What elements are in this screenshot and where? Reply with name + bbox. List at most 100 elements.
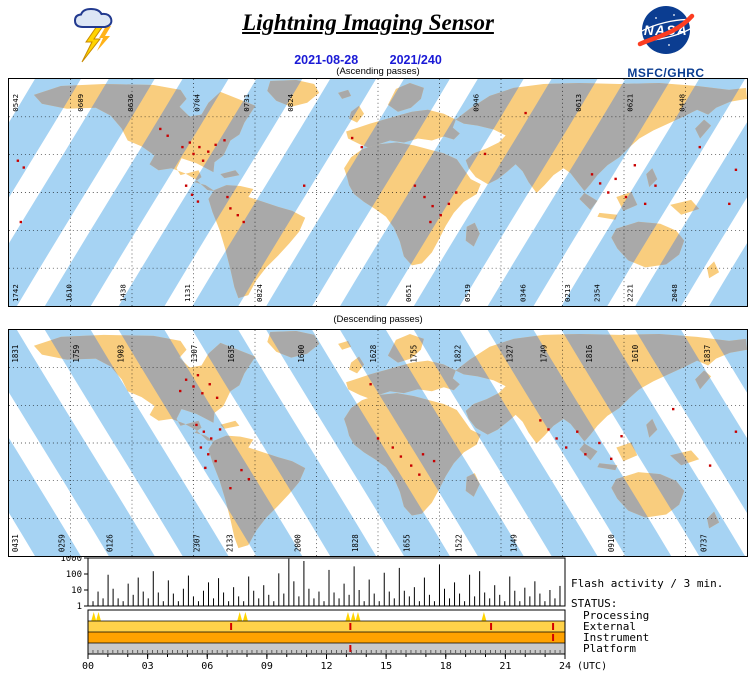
svg-text:1610: 1610 [65,284,74,302]
svg-text:1828: 1828 [351,534,360,552]
svg-text:0126: 0126 [105,534,114,552]
svg-text:0609: 0609 [76,94,85,112]
svg-text:00: 00 [82,661,94,672]
orbit-time-labels-bottom: 1742 1610 1438 1131 0824 0651 0519 0346 0213 2354… [11,284,679,302]
svg-text:1327: 1327 [505,345,514,363]
svg-text:2221: 2221 [626,284,635,302]
svg-text:2048: 2048 [670,284,679,302]
status-row-label-platform: Platform [583,642,636,655]
svg-text:2133: 2133 [226,534,235,552]
svg-text:2354: 2354 [592,284,601,302]
svg-text:21: 21 [499,661,511,672]
svg-text:0910: 0910 [607,534,616,552]
svg-text:0824: 0824 [286,93,295,111]
svg-text:1822: 1822 [454,345,463,363]
svg-text:0946: 0946 [471,94,480,112]
nasa-red-swoosh [637,13,695,47]
flash-plot-frame [87,557,566,607]
svg-text:(UTC): (UTC) [577,661,607,672]
ascending-passes-label: (Ascending passes) [336,66,420,77]
graticule-grid [9,330,747,556]
svg-text:03: 03 [142,661,154,672]
svg-text:1655: 1655 [403,534,412,552]
svg-text:1610: 1610 [631,345,640,363]
svg-text:1837: 1837 [703,345,712,363]
graticule-grid [9,79,747,306]
msfc-ghrc-label: MSFC/GHRC [627,66,705,80]
svg-text:0621: 0621 [626,94,635,112]
svg-text:1522: 1522 [454,534,463,552]
nasa-orbit-ellipse [635,18,697,42]
svg-text:1831: 1831 [11,345,20,363]
svg-text:0651: 0651 [404,284,413,302]
svg-text:1749: 1749 [539,345,548,363]
svg-text:06: 06 [201,661,213,672]
svg-text:18: 18 [440,661,452,672]
svg-text:1759: 1759 [72,345,81,363]
svg-text:1438: 1438 [119,284,128,302]
y-axis-ticks: 1 10 100 1000 [60,556,88,612]
svg-text:1131: 1131 [183,284,192,302]
svg-text:0448: 0448 [677,94,686,112]
svg-text:0213: 0213 [563,284,572,302]
svg-text:24: 24 [559,661,571,672]
status-row-label-instrument: Instrument [583,631,650,644]
x-axis: 00 03 06 09 12 15 18 21 24 (UTC) [82,654,607,672]
nasa-meatball-circle [642,6,690,54]
cloud-icon [73,7,113,28]
svg-text:1628: 1628 [369,345,378,363]
status-bars [87,609,566,655]
flash-activity-chart: 1 10 100 1000 00 03 06 09 12 15 18 21 24 (UTC) [60,556,607,672]
lightning-bolt-icon [81,25,104,63]
status-heading: STATUS: [571,597,618,610]
svg-text:0259: 0259 [57,534,66,552]
svg-text:0431: 0431 [11,534,20,552]
svg-text:12: 12 [320,661,332,672]
svg-text:09: 09 [261,661,273,672]
svg-text:0519: 0519 [463,284,472,302]
orbit-swaths-land [9,330,747,556]
svg-text:0824: 0824 [255,284,264,302]
nasa-logo-block: NASA MSFC/GHRC [622,4,710,80]
svg-text:2000: 2000 [293,534,302,552]
date-row: 2021-08-28 2021/240 [118,53,618,67]
svg-text:0613: 0613 [574,94,583,112]
status-row-label-processing: Processing [583,609,650,622]
svg-text:100: 100 [66,570,82,580]
svg-text:1742: 1742 [11,284,20,302]
svg-text:1635: 1635 [227,345,236,363]
svg-text:0636: 0636 [126,94,135,112]
status-row-label-external: External [583,620,636,633]
small-lightning-bolt-icon [97,26,111,51]
storm-cloud-lightning-icon [70,6,122,71]
svg-text:1349: 1349 [510,534,519,552]
orbit-time-labels-bottom: 0431 0259 0126 2307 2133 2000 1828 1655 1522 1349… [11,534,709,552]
orbit-time-labels-top: 1831 1759 1903 1307 1635 1600 1628 1755 1822 1327… [11,345,712,363]
flash-activity-label: Flash activity / 3 min. [571,577,724,590]
date-doy: 2021/240 [389,53,442,67]
svg-text:0731: 0731 [242,94,251,112]
svg-text:0542: 0542 [11,94,20,112]
svg-text:1903: 1903 [116,345,125,363]
flash-activity-bars [87,558,566,606]
page-title: Lightning Imaging Sensor [242,10,494,35]
svg-text:0737: 0737 [699,534,708,552]
svg-text:10: 10 [71,586,82,596]
date-iso: 2021-08-28 [294,53,359,67]
orbit-swaths-land [9,79,747,306]
descending-pass-map: 1831 1759 1903 1307 1635 1600 1628 1755 1822 1327… [8,329,748,557]
lightning-flash-points [179,374,738,490]
svg-text:0704: 0704 [192,93,201,111]
svg-text:1307: 1307 [190,345,199,363]
svg-text:1755: 1755 [409,345,418,363]
ascending-pass-map: 0542 0609 0636 0704 0731 0824 0946 0613 0621 0448… [8,78,748,307]
svg-text:0346: 0346 [519,284,528,302]
svg-text:2307: 2307 [192,534,201,552]
descending-passes-label: (Descending passes) [333,314,423,325]
svg-text:1: 1 [77,602,82,612]
svg-text:1600: 1600 [297,345,306,363]
nasa-logo: NASA [635,6,697,54]
orbit-time-labels-top: 0542 0609 0636 0704 0731 0824 0946 0613 0621 0448 [11,93,686,111]
svg-text:15: 15 [380,661,392,672]
